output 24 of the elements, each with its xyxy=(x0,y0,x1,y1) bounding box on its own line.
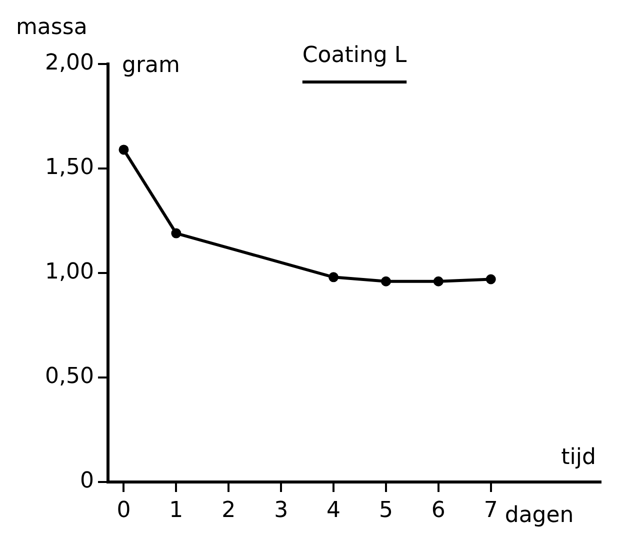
x-tick-label: 4 xyxy=(326,498,341,523)
x-tick-label: 0 xyxy=(116,498,131,523)
y-axis-title: massa xyxy=(16,15,88,40)
point xyxy=(118,144,129,155)
x-tick-label: 5 xyxy=(378,498,393,523)
chart-title: Coating L xyxy=(302,43,408,68)
x-tick-label: 7 xyxy=(484,498,498,523)
point xyxy=(380,276,391,286)
y-tick-label: 2,00 xyxy=(45,50,94,76)
point xyxy=(433,276,444,286)
point xyxy=(328,272,339,282)
x-axis-title: tijd xyxy=(561,445,596,470)
text: dagen xyxy=(504,503,574,528)
annotation: gram xyxy=(122,53,180,78)
y-tick-label: 1,50 xyxy=(45,155,94,180)
x-tick-label: 2 xyxy=(222,498,236,523)
point xyxy=(486,274,496,284)
x-tick-label: 3 xyxy=(274,498,288,523)
y-tick-label: 0,50 xyxy=(45,364,94,390)
y-tick-label: 0 xyxy=(80,468,94,494)
point xyxy=(171,228,182,238)
y-tick-label: 1,00 xyxy=(45,260,94,285)
x-tick-label: 6 xyxy=(431,498,446,523)
x-tick-label: 1 xyxy=(169,498,184,523)
